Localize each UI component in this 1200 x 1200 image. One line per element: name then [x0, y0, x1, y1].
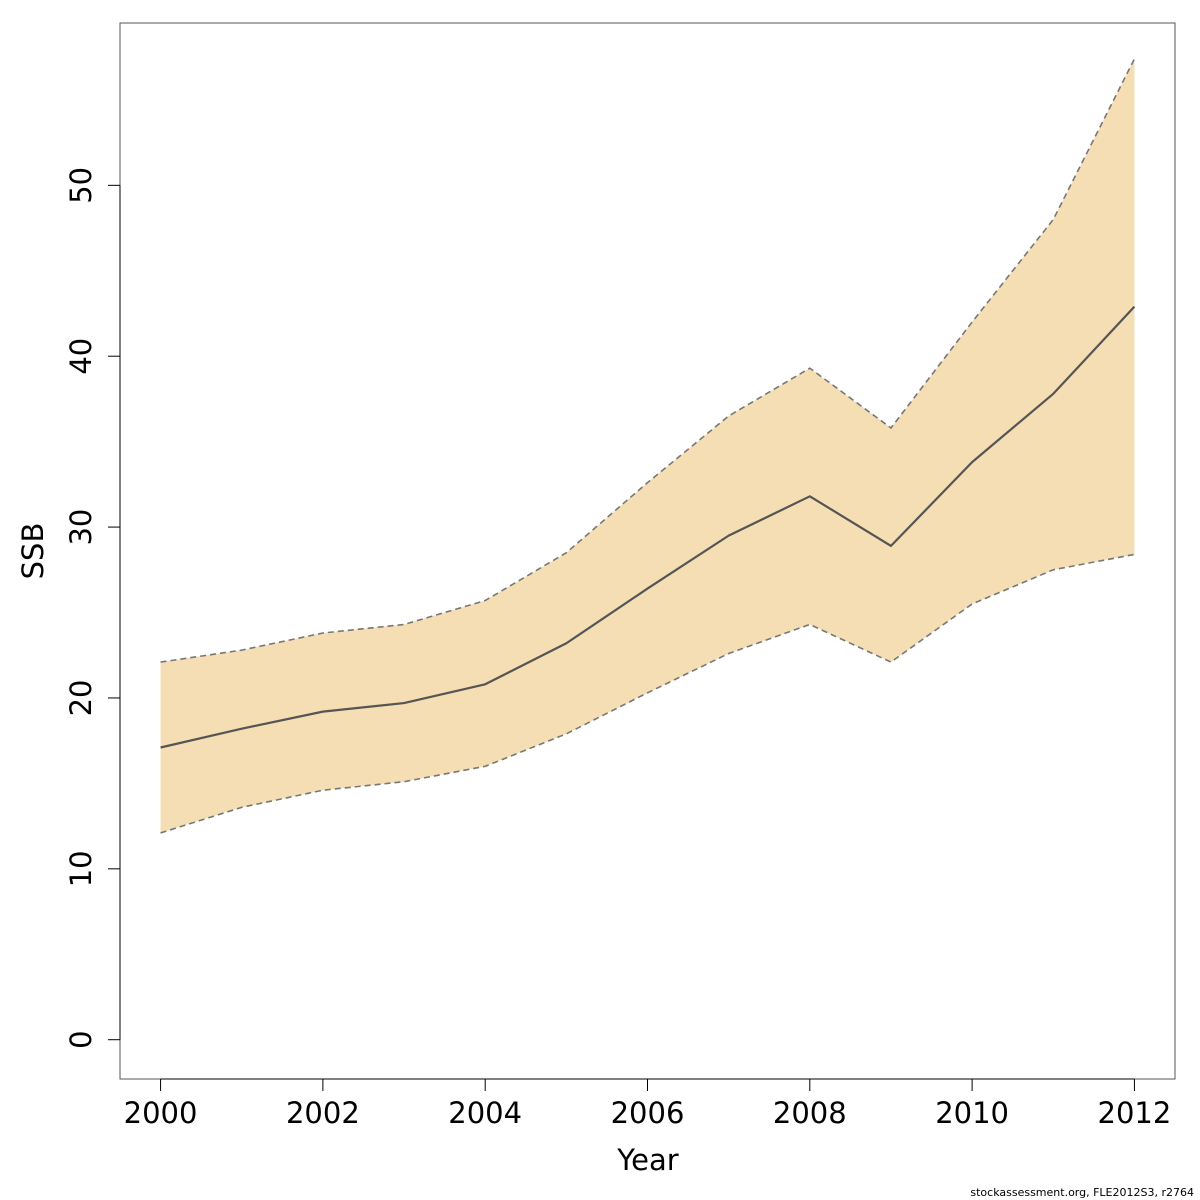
y-tick-label: 0 — [64, 1030, 98, 1048]
x-tick-label: 2000 — [124, 1096, 198, 1130]
x-axis-title: Year — [616, 1143, 678, 1177]
confidence-band — [160, 58, 1135, 833]
upper-bound-line — [160, 58, 1136, 663]
y-tick-label: 20 — [64, 679, 98, 716]
series-line-layer — [160, 305, 1136, 749]
y-tick-label: 40 — [64, 338, 98, 375]
lower-bound-line — [160, 553, 1135, 834]
footer-note: stockassessment.org, FLE2012S3, r2764 — [970, 1186, 1194, 1199]
y-axis-title: SSB — [16, 523, 50, 580]
y-tick-label: 50 — [64, 167, 98, 204]
confidence-band-layer — [160, 58, 1136, 834]
x-tick-label: 2010 — [935, 1096, 1009, 1130]
y-tick-label: 10 — [64, 850, 98, 887]
y-tick-label: 30 — [64, 509, 98, 546]
x-tick-label: 2006 — [611, 1096, 685, 1130]
ssb-estimate-line — [160, 305, 1136, 749]
x-tick-label: 2012 — [1098, 1096, 1172, 1130]
x-tick-label: 2008 — [773, 1096, 847, 1130]
x-tick-label: 2004 — [448, 1096, 522, 1130]
axes-layer: 2000 2002 2004 2006 2008 2010 2012 0 10 20 30 40 50 — [64, 167, 1171, 1130]
x-tick-label: 2002 — [286, 1096, 360, 1130]
